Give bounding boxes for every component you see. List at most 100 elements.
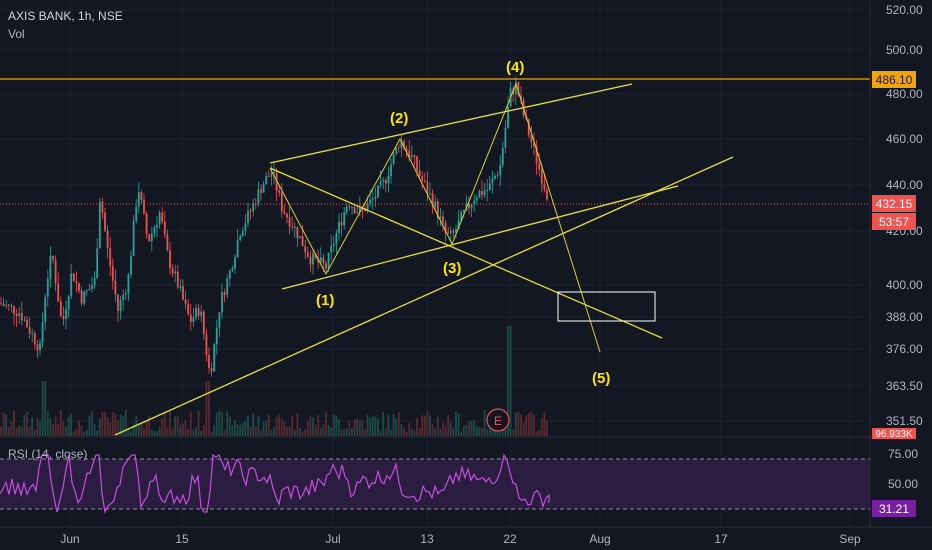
volume-bar bbox=[158, 426, 161, 436]
volume-bar bbox=[426, 410, 429, 436]
volume-bar bbox=[540, 418, 543, 436]
target-box[interactable] bbox=[557, 291, 656, 322]
volume-bar bbox=[189, 411, 192, 436]
wave-path[interactable] bbox=[269, 82, 601, 353]
candle-body bbox=[423, 180, 426, 182]
candle-body bbox=[10, 305, 13, 307]
earnings-marker-icon[interactable] bbox=[486, 408, 510, 432]
time-axis[interactable]: Jun 15 Jul 13 22 Aug 17 Sep bbox=[60, 532, 861, 546]
channel-upper-line[interactable] bbox=[269, 83, 633, 164]
volume-bar bbox=[273, 426, 275, 436]
volume-bar bbox=[101, 412, 104, 436]
earnings-marker[interactable]: E bbox=[486, 408, 510, 432]
volume-bar bbox=[332, 414, 335, 436]
candle-body bbox=[179, 286, 182, 288]
price-tick-label: 376.00 bbox=[886, 342, 923, 356]
candle-body bbox=[296, 226, 299, 239]
volume-bar bbox=[527, 412, 530, 436]
candle-body bbox=[481, 191, 483, 195]
volume-bar bbox=[130, 431, 132, 436]
volume-bar bbox=[124, 410, 127, 436]
volume-bar bbox=[296, 412, 299, 436]
candle-body bbox=[473, 200, 476, 205]
volume-bar bbox=[520, 414, 522, 436]
ascending-trendline[interactable] bbox=[114, 156, 734, 436]
candle-body bbox=[41, 322, 44, 343]
candle-body bbox=[197, 308, 200, 316]
volume-bar bbox=[275, 416, 278, 436]
rsi-legend[interactable]: RSI (14, close) bbox=[8, 447, 88, 461]
candle-body bbox=[457, 220, 460, 230]
volume-bar bbox=[429, 415, 431, 436]
wave-drawings[interactable] bbox=[114, 82, 734, 436]
volume-bar bbox=[390, 429, 392, 436]
volume-bar bbox=[0, 426, 2, 436]
candle-body bbox=[106, 230, 109, 249]
candle-body bbox=[280, 192, 283, 212]
volume-bar bbox=[57, 424, 60, 436]
channel-lower-line[interactable] bbox=[281, 185, 679, 290]
candle-body bbox=[67, 296, 70, 310]
volume-bar bbox=[241, 422, 244, 436]
volume-bar bbox=[226, 411, 229, 436]
time-tick-label: 15 bbox=[175, 532, 189, 546]
volume-bar bbox=[119, 414, 122, 436]
wave-label-4: (4) bbox=[506, 59, 524, 76]
volume-bar bbox=[83, 431, 86, 436]
candle-body bbox=[306, 252, 309, 257]
volume-bar bbox=[23, 414, 26, 436]
volume-bar bbox=[382, 411, 385, 436]
candle-body bbox=[96, 248, 99, 279]
volume-bar bbox=[20, 426, 23, 436]
volume-bar bbox=[140, 422, 143, 436]
volume-bar bbox=[299, 427, 301, 436]
volume-bar bbox=[213, 425, 216, 436]
candle-body bbox=[46, 278, 49, 297]
candle-body bbox=[176, 271, 179, 288]
symbol-title[interactable]: AXIS BANK, 1h, NSE bbox=[8, 9, 123, 23]
price-axis[interactable]: 520.00500.00480.00460.00440.00420.00400.… bbox=[886, 3, 923, 428]
volume-bar bbox=[215, 412, 218, 436]
candle-body bbox=[78, 282, 80, 291]
volume-bar bbox=[525, 415, 528, 436]
candle-body bbox=[7, 304, 10, 306]
candle-body bbox=[57, 283, 60, 302]
volume-bar bbox=[10, 421, 13, 436]
candle-body bbox=[348, 206, 351, 208]
volume-bar bbox=[62, 421, 65, 436]
volume-bar bbox=[260, 430, 262, 436]
volume-bar bbox=[182, 423, 184, 436]
candlestick-series[interactable] bbox=[0, 76, 548, 377]
candle-body bbox=[504, 127, 507, 148]
volume-bar bbox=[291, 416, 294, 436]
volume-bar bbox=[179, 424, 182, 436]
candle-body bbox=[293, 226, 296, 228]
candle-body bbox=[358, 207, 361, 212]
volume-bar bbox=[387, 414, 390, 436]
descending-trendline[interactable] bbox=[269, 167, 663, 339]
volume-bar bbox=[262, 422, 265, 436]
volume-bar bbox=[270, 430, 273, 436]
candle-body bbox=[517, 81, 520, 96]
volume-bar bbox=[72, 431, 75, 436]
volume-bar bbox=[538, 430, 541, 436]
time-tick-label: 13 bbox=[420, 532, 434, 546]
volume-bar bbox=[374, 416, 377, 436]
wave-label-3: (3) bbox=[443, 260, 461, 277]
candle-body bbox=[65, 309, 67, 320]
volume-bar bbox=[122, 416, 125, 436]
volume-bar bbox=[236, 424, 239, 436]
volume-bar bbox=[434, 428, 437, 436]
volume-bar bbox=[361, 420, 364, 436]
volume-bar bbox=[514, 412, 517, 436]
candle-body bbox=[338, 221, 340, 234]
volume-bar bbox=[65, 426, 67, 436]
volume-bar bbox=[413, 430, 416, 436]
volume-bar bbox=[317, 415, 320, 436]
candle-body bbox=[299, 236, 301, 239]
volume-bar bbox=[145, 420, 148, 436]
candle-body bbox=[221, 292, 223, 313]
volume-legend[interactable]: Vol bbox=[8, 27, 25, 41]
wave-label-5: (5) bbox=[592, 370, 610, 387]
